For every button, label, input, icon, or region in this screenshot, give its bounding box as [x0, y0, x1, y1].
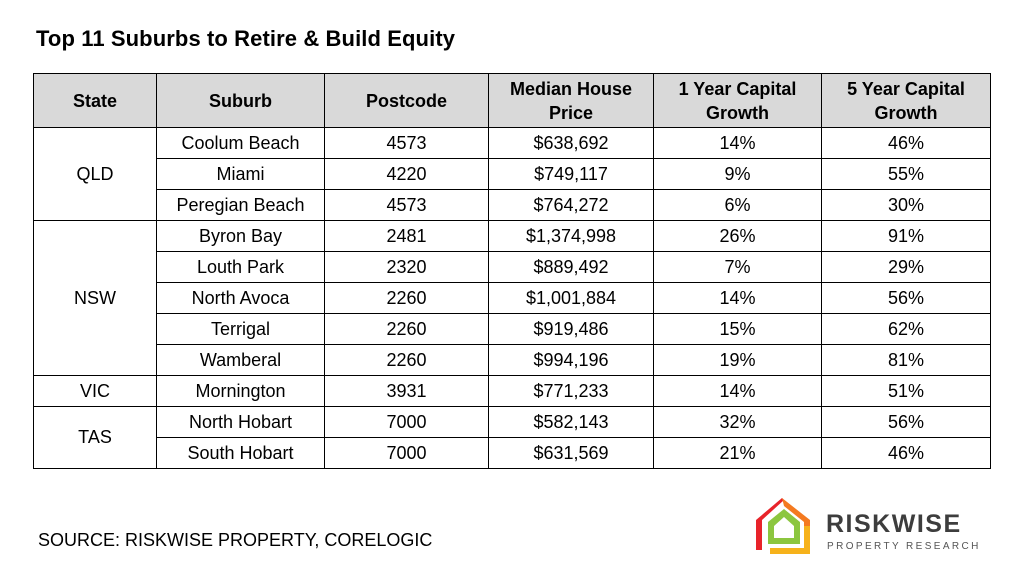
median-price-cell: $631,569 — [488, 437, 654, 469]
state-cell: NSW — [33, 220, 157, 376]
growth-1yr-cell: 21% — [653, 437, 822, 469]
suburb-cell: Byron Bay — [156, 220, 325, 252]
header-5yr-growth-line1: 5 Year Capital — [847, 78, 965, 99]
suburb-cell: North Hobart — [156, 406, 325, 438]
logo-name: RISKWISE — [826, 510, 962, 538]
growth-1yr-cell: 14% — [653, 375, 822, 407]
table-header: State Suburb Postcode Median House Price… — [33, 73, 991, 128]
growth-1yr-cell: 32% — [653, 406, 822, 438]
state-cell: VIC — [33, 375, 157, 407]
suburb-cell: Mornington — [156, 375, 325, 407]
header-5yr-growth: 5 Year Capital Growth — [821, 73, 991, 128]
growth-5yr-cell: 62% — [821, 313, 991, 345]
growth-5yr-cell: 56% — [821, 406, 991, 438]
growth-5yr-cell: 91% — [821, 220, 991, 252]
logo-tagline: PROPERTY RESEARCH — [827, 541, 981, 552]
growth-5yr-cell: 30% — [821, 189, 991, 221]
header-median-price-line1: Median House — [509, 78, 633, 99]
header-state: State — [33, 73, 157, 128]
source-note: SOURCE: RISKWISE PROPERTY, CORELOGIC — [38, 530, 433, 550]
suburb-cell: North Avoca — [156, 282, 325, 314]
median-price-cell: $764,272 — [488, 189, 654, 221]
house-icon — [756, 498, 810, 554]
header-5yr-growth-line2: Growth — [874, 102, 938, 123]
header-1yr-growth-line2: Growth — [706, 102, 769, 123]
header-median-price: Median House Price — [488, 73, 654, 128]
table-body: QLD Coolum Beach 4573 $638,692 14% 46% Miami 42… — [33, 127, 991, 469]
postcode-cell: 3931 — [324, 375, 489, 407]
postcode-cell: 7000 — [324, 406, 489, 438]
growth-5yr-cell: 81% — [821, 344, 991, 376]
growth-1yr-cell: 26% — [653, 220, 822, 252]
table-row: NSW Byron Bay 2481 $1,374,998 26% 91% — [33, 220, 991, 376]
median-price-cell: $771,233 — [488, 375, 654, 407]
suburb-cell: South Hobart — [156, 437, 325, 469]
growth-5yr-cell: 46% — [821, 127, 991, 159]
median-price-cell: $1,001,884 — [488, 282, 654, 314]
header-median-price-line2: Price — [548, 102, 594, 123]
postcode-cell: 4573 — [324, 189, 489, 221]
table-row: Louth Park 2320 $889,492 7% 29% — [34, 251, 991, 283]
table-row: VIC Mornington 3931 $771,233 14% 51% — [33, 375, 991, 407]
postcode-cell: 2320 — [324, 251, 489, 283]
table-row: TAS North Hobart 7000 $582,143 32% 56% — [33, 406, 991, 469]
growth-1yr-cell: 19% — [653, 344, 822, 376]
table-row: South Hobart 7000 $631,569 21% 46% — [34, 437, 991, 469]
growth-5yr-cell: 56% — [821, 282, 991, 314]
table-row: Miami 4220 $749,117 9% 55% — [34, 158, 991, 190]
growth-1yr-cell: 15% — [653, 313, 822, 345]
growth-5yr-cell: 29% — [821, 251, 991, 283]
page-title: Top 11 Suburbs to Retire & Build Equity — [36, 26, 456, 51]
header-suburb: Suburb — [156, 73, 325, 128]
table-row: Wamberal 2260 $994,196 19% 81% — [34, 344, 991, 376]
header-postcode: Postcode — [324, 73, 489, 128]
suburb-cell: Miami — [156, 158, 325, 190]
suburb-cell: Wamberal — [156, 344, 325, 376]
median-price-cell: $1,374,998 — [488, 220, 654, 252]
riskwise-logo: RISKWISE PROPERTY RESEARCH — [754, 496, 994, 556]
growth-1yr-cell: 9% — [653, 158, 822, 190]
table-row: Peregian Beach 4573 $764,272 6% 30% — [34, 189, 991, 221]
postcode-cell: 4220 — [324, 158, 489, 190]
growth-5yr-cell: 46% — [821, 437, 991, 469]
state-cell: TAS — [33, 406, 157, 469]
median-price-cell: $919,486 — [488, 313, 654, 345]
median-price-cell: $638,692 — [488, 127, 654, 159]
table-row: Terrigal 2260 $919,486 15% 62% — [34, 313, 991, 345]
growth-1yr-cell: 7% — [653, 251, 822, 283]
median-price-cell: $994,196 — [488, 344, 654, 376]
postcode-cell: 4573 — [324, 127, 489, 159]
median-price-cell: $582,143 — [488, 406, 654, 438]
postcode-cell: 7000 — [324, 437, 489, 469]
growth-5yr-cell: 51% — [821, 375, 991, 407]
suburb-cell: Terrigal — [156, 313, 325, 345]
suburbs-table: State Suburb Postcode Median House Price… — [33, 73, 991, 469]
suburb-cell: Louth Park — [156, 251, 325, 283]
median-price-cell: $749,117 — [488, 158, 654, 190]
growth-1yr-cell: 14% — [653, 282, 822, 314]
suburb-cell: Coolum Beach — [156, 127, 325, 159]
postcode-cell: 2260 — [324, 344, 489, 376]
growth-1yr-cell: 14% — [653, 127, 822, 159]
postcode-cell: 2481 — [324, 220, 489, 252]
median-price-cell: $889,492 — [488, 251, 654, 283]
table-row: QLD Coolum Beach 4573 $638,692 14% 46% — [33, 127, 991, 221]
postcode-cell: 2260 — [324, 313, 489, 345]
suburb-cell: Peregian Beach — [156, 189, 325, 221]
header-1yr-growth-line1: 1 Year Capital — [678, 78, 797, 99]
postcode-cell: 2260 — [324, 282, 489, 314]
table-row: North Avoca 2260 $1,001,884 14% 56% — [34, 282, 991, 314]
growth-1yr-cell: 6% — [653, 189, 822, 221]
state-cell: QLD — [33, 127, 157, 221]
growth-5yr-cell: 55% — [821, 158, 991, 190]
header-1yr-growth: 1 Year Capital Growth — [653, 73, 822, 128]
